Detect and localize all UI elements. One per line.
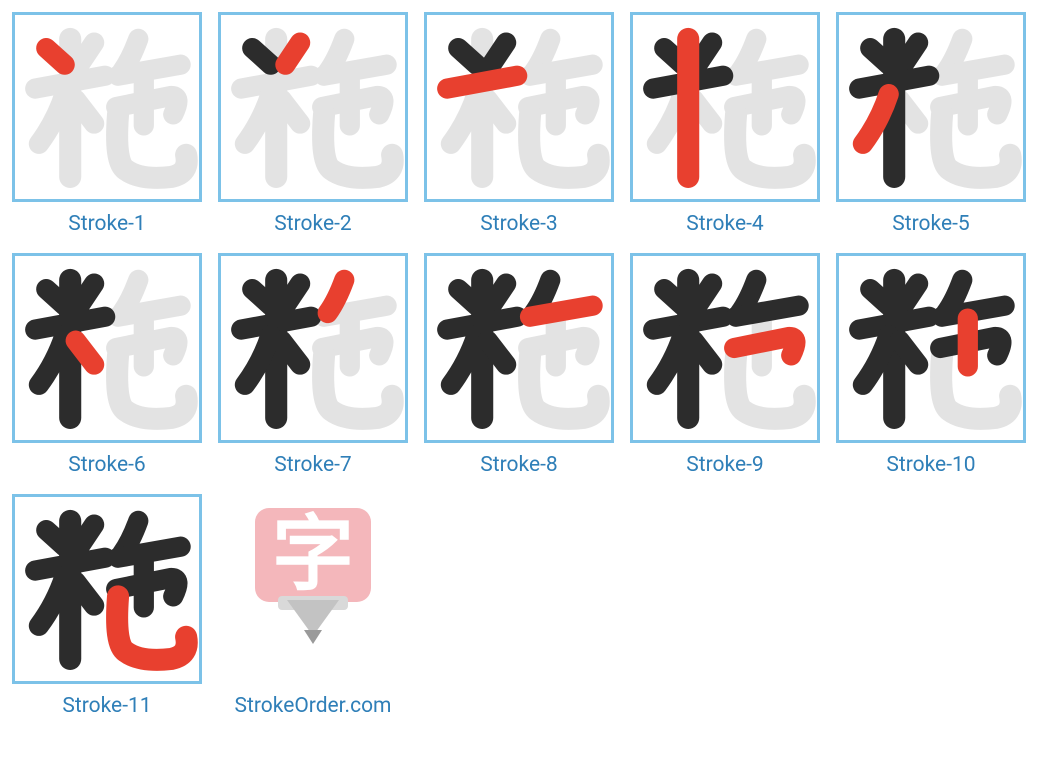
stroke-tile-5[interactable] bbox=[836, 12, 1026, 202]
stroke-cell: Stroke-5 bbox=[836, 12, 1026, 236]
stroke-tile-7[interactable] bbox=[218, 253, 408, 443]
stroke-cell: Stroke-11 bbox=[12, 494, 202, 718]
stroke-svg bbox=[15, 256, 199, 440]
stroke-caption: Stroke-7 bbox=[274, 453, 351, 477]
stroke-cell: Stroke-9 bbox=[630, 253, 820, 477]
stroke-svg bbox=[839, 256, 1023, 440]
stroke-caption: Stroke-6 bbox=[68, 453, 145, 477]
site-logo[interactable]: 字 bbox=[218, 494, 408, 684]
stroke-caption: Stroke-9 bbox=[686, 453, 763, 477]
stroke-cell: Stroke-4 bbox=[630, 12, 820, 236]
stroke-caption: Stroke-11 bbox=[62, 694, 151, 718]
stroke-caption: Stroke-4 bbox=[686, 212, 763, 236]
stroke-svg bbox=[221, 15, 405, 199]
stroke-caption: Stroke-1 bbox=[68, 212, 145, 236]
stroke-caption: Stroke-8 bbox=[480, 453, 557, 477]
stroke-caption: Stroke-3 bbox=[480, 212, 557, 236]
stroke-tile-9[interactable] bbox=[630, 253, 820, 443]
stroke-svg bbox=[221, 256, 405, 440]
stroke-order-grid: Stroke-1 Stroke-2 Stroke-3 bbox=[12, 12, 1038, 718]
stroke-cell: Stroke-8 bbox=[424, 253, 614, 477]
stroke-cell: Stroke-7 bbox=[218, 253, 408, 477]
stroke-tile-1[interactable] bbox=[12, 12, 202, 202]
stroke-cell: Stroke-3 bbox=[424, 12, 614, 236]
stroke-svg bbox=[633, 15, 817, 199]
stroke-svg bbox=[15, 15, 199, 199]
stroke-tile-10[interactable] bbox=[836, 253, 1026, 443]
stroke-tile-3[interactable] bbox=[424, 12, 614, 202]
stroke-svg bbox=[633, 256, 817, 440]
stroke-tile-6[interactable] bbox=[12, 253, 202, 443]
stroke-tile-11[interactable] bbox=[12, 494, 202, 684]
pencil-lead-icon bbox=[304, 630, 322, 644]
pencil-eraser-icon: 字 bbox=[255, 508, 371, 602]
stroke-svg bbox=[427, 15, 611, 199]
stroke-cell: Stroke-6 bbox=[12, 253, 202, 477]
stroke-caption: Stroke-2 bbox=[274, 212, 351, 236]
logo-cell: 字 StrokeOrder.com bbox=[218, 494, 408, 718]
stroke-tile-2[interactable] bbox=[218, 12, 408, 202]
stroke-svg bbox=[427, 256, 611, 440]
stroke-cell: Stroke-1 bbox=[12, 12, 202, 236]
logo-glyph: 字 bbox=[272, 514, 354, 596]
stroke-svg bbox=[839, 15, 1023, 199]
site-name[interactable]: StrokeOrder.com bbox=[235, 694, 392, 718]
stroke-caption: Stroke-10 bbox=[886, 453, 975, 477]
stroke-svg bbox=[15, 497, 199, 681]
stroke-cell: Stroke-2 bbox=[218, 12, 408, 236]
stroke-cell: Stroke-10 bbox=[836, 253, 1026, 477]
stroke-tile-4[interactable] bbox=[630, 12, 820, 202]
stroke-tile-8[interactable] bbox=[424, 253, 614, 443]
stroke-caption: Stroke-5 bbox=[892, 212, 969, 236]
